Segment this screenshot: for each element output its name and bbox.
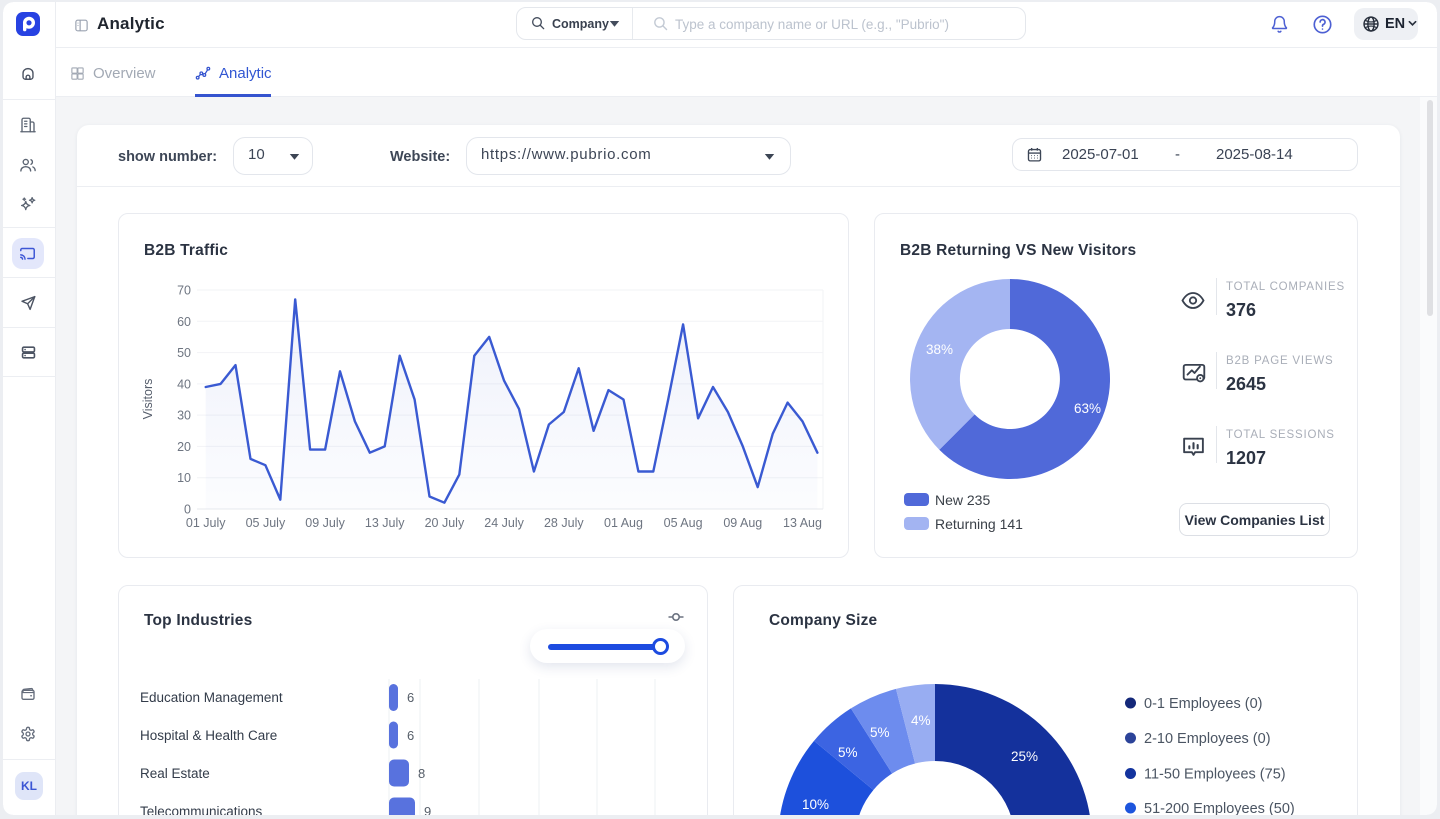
svg-text:05 July: 05 July	[246, 516, 286, 530]
svg-text:60: 60	[177, 315, 191, 329]
svg-text:01 Aug: 01 Aug	[604, 516, 643, 530]
svg-text:20: 20	[177, 440, 191, 454]
svg-text:25%: 25%	[1011, 749, 1038, 764]
svg-text:28 July: 28 July	[544, 516, 584, 530]
svg-text:09 July: 09 July	[305, 516, 345, 530]
svg-text:05 Aug: 05 Aug	[664, 516, 703, 530]
svg-text:2-10 Employees (0): 2-10 Employees (0)	[1144, 731, 1271, 747]
svg-text:40: 40	[177, 377, 191, 391]
svg-text:70: 70	[177, 284, 191, 298]
svg-text:8: 8	[418, 766, 425, 781]
svg-text:Education Management: Education Management	[140, 690, 283, 705]
svg-text:24 July: 24 July	[484, 516, 524, 530]
svg-text:4%: 4%	[911, 713, 931, 728]
svg-text:6: 6	[407, 728, 414, 743]
svg-text:63%: 63%	[1074, 401, 1101, 416]
svg-text:50: 50	[177, 346, 191, 360]
svg-text:10%: 10%	[802, 797, 829, 812]
svg-text:5%: 5%	[870, 725, 890, 740]
svg-text:6: 6	[407, 690, 414, 705]
svg-text:10: 10	[177, 471, 191, 485]
svg-text:Real Estate: Real Estate	[140, 766, 210, 781]
svg-text:51-200 Employees (50): 51-200 Employees (50)	[1144, 801, 1295, 817]
svg-text:13 Aug: 13 Aug	[783, 516, 822, 530]
svg-text:Hospital & Health Care: Hospital & Health Care	[140, 728, 277, 743]
svg-text:5%: 5%	[838, 745, 858, 760]
svg-text:01 July: 01 July	[186, 516, 226, 530]
svg-text:09 Aug: 09 Aug	[723, 516, 762, 530]
svg-text:30: 30	[177, 409, 191, 423]
svg-text:9: 9	[424, 804, 431, 819]
svg-text:0: 0	[184, 503, 191, 517]
svg-text:11-50 Employees (75): 11-50 Employees (75)	[1144, 767, 1286, 783]
svg-text:13 July: 13 July	[365, 516, 405, 530]
svg-text:20 July: 20 July	[425, 516, 465, 530]
svg-text:38%: 38%	[926, 342, 953, 357]
svg-text:Visitors: Visitors	[141, 379, 155, 420]
svg-text:0-1 Employees (0): 0-1 Employees (0)	[1144, 696, 1262, 712]
